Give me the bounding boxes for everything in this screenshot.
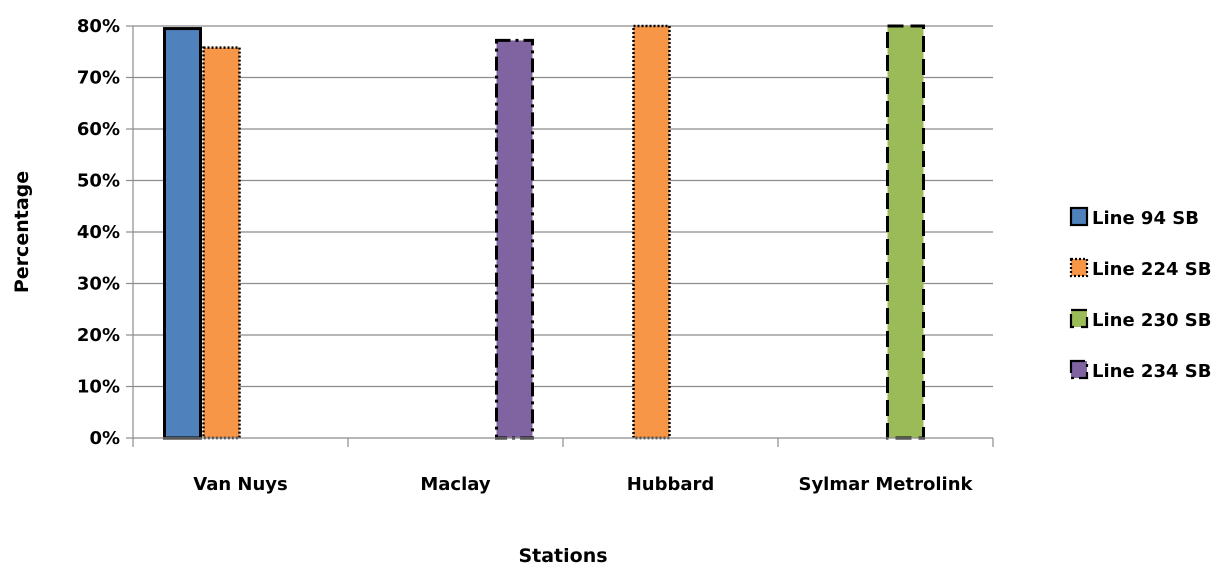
legend-swatch — [1069, 359, 1089, 380]
bar — [886, 24, 925, 440]
y-tick-label: 0% — [89, 428, 120, 449]
x-tick-label: Sylmar Metrolink — [798, 474, 973, 495]
bar — [163, 27, 202, 440]
gridlines — [133, 25, 993, 388]
bar — [632, 24, 671, 440]
tick-labels: 0% 10% 20% 30% 40% 50% 60% 70% 80% Van Nuys Maclay… — [77, 16, 974, 495]
y-tick-label: 50% — [77, 171, 120, 192]
legend-label: Line 234 SB — [1092, 361, 1211, 382]
legend-label: Line 224 SB — [1092, 259, 1211, 280]
x-tick-label: Hubbard — [627, 474, 715, 495]
x-tick-label: Van Nuys — [193, 474, 288, 495]
legend-item: Line 234 SB — [1069, 359, 1211, 382]
legend: Line 94 SB Line 224 SB Line 230 SB Line 234… — [1069, 206, 1211, 382]
axes — [126, 25, 994, 447]
y-tick-label: 40% — [77, 222, 120, 243]
y-tick-label: 70% — [77, 68, 120, 89]
y-tick-label: 80% — [77, 16, 120, 37]
legend-swatch — [1069, 308, 1089, 329]
legend-swatch — [1069, 257, 1089, 278]
legend-item: Line 224 SB — [1069, 257, 1211, 280]
bar — [495, 38, 534, 440]
y-tick-label: 60% — [77, 119, 120, 140]
legend-item: Line 94 SB — [1069, 206, 1199, 229]
bar — [202, 46, 241, 440]
y-tick-label: 10% — [77, 377, 120, 398]
legend-label: Line 94 SB — [1092, 208, 1199, 229]
x-tick-label: Maclay — [420, 474, 490, 495]
legend-item: Line 230 SB — [1069, 308, 1211, 331]
y-tick-label: 20% — [77, 325, 120, 346]
legend-swatch — [1069, 206, 1089, 227]
x-axis-title: Stations — [518, 545, 607, 566]
bars — [163, 24, 925, 440]
y-axis-title: Percentage — [11, 171, 33, 293]
legend-label: Line 230 SB — [1092, 310, 1211, 331]
y-tick-label: 30% — [77, 274, 120, 295]
